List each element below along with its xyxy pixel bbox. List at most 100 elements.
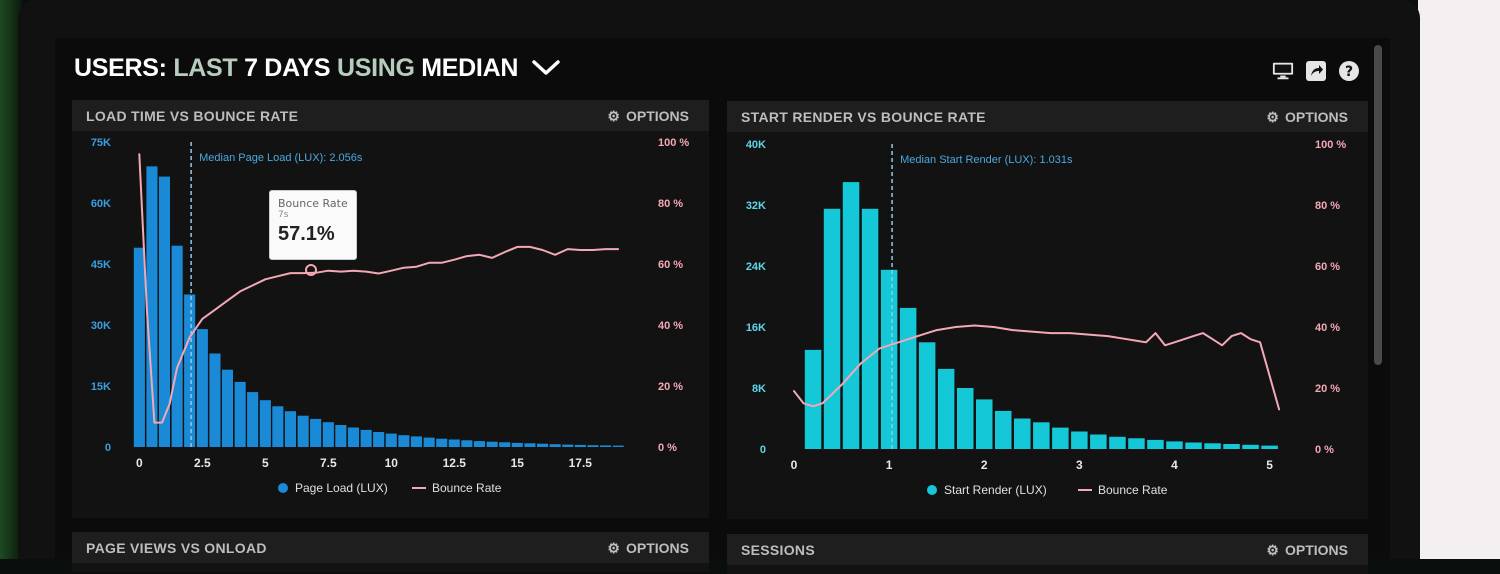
title-range: LAST [173, 54, 238, 82]
options-label: OPTIONS [1284, 109, 1348, 125]
chart-bar [284, 411, 296, 447]
gear-icon: ⚙ [607, 540, 620, 556]
y-left-tick-label: 60K [91, 198, 111, 210]
chart-bar [1128, 438, 1145, 449]
chart-bar [322, 422, 334, 447]
chart-bar [937, 368, 955, 449]
chart-bar [347, 427, 359, 447]
title-stat: MEDIAN [421, 54, 519, 82]
bounce-rate-line [138, 153, 620, 424]
x-tick-label: 1 [886, 458, 893, 472]
y-right-tick-label: 80 % [1315, 200, 1340, 212]
chart-bar [360, 429, 372, 447]
chart-bar [247, 392, 259, 447]
y-left-tick-label: 0 [105, 442, 111, 454]
legend-bar-swatch [278, 483, 288, 493]
x-tick-label: 0 [791, 458, 798, 472]
options-button[interactable]: ⚙ OPTIONS [1266, 542, 1348, 559]
chart-bar [562, 444, 574, 447]
legend-bar-swatch [927, 485, 937, 495]
chart-bar [574, 444, 586, 447]
panel-title: START RENDER VS BOUNCE RATE [741, 109, 986, 125]
chart-bar [146, 166, 158, 447]
options-label: OPTIONS [1284, 542, 1348, 558]
tooltip-sub: 7s [278, 210, 289, 220]
y-right-tick-label: 40 % [658, 320, 683, 332]
monitor-icon[interactable] [1272, 60, 1294, 82]
share-icon[interactable] [1305, 60, 1327, 82]
chart-bar [410, 436, 422, 447]
chart-bar [335, 425, 347, 447]
options-button[interactable]: ⚙ OPTIONS [1266, 109, 1348, 126]
x-tick-label: 10 [385, 456, 399, 470]
x-tick-label: 5 [1266, 458, 1273, 472]
median-label: Median Page Load (LUX): 2.056s [199, 152, 363, 164]
gear-icon: ⚙ [607, 108, 620, 124]
chart-bar [524, 443, 536, 447]
chart-bar [842, 182, 860, 449]
chart-bar [880, 269, 898, 449]
panel-header: START RENDER VS BOUNCE RATE ⚙ OPTIONS [727, 101, 1368, 132]
y-left-tick-label: 8K [752, 383, 766, 395]
x-tick-label: 12.5 [443, 456, 467, 470]
gear-icon: ⚙ [1266, 542, 1279, 558]
chart-bar [600, 445, 612, 447]
chart-bar [1147, 439, 1164, 449]
hover-marker [305, 264, 317, 276]
y-right-tick-label: 40 % [1315, 322, 1340, 334]
chart-bar [234, 381, 246, 447]
options-button[interactable]: ⚙ OPTIONS [607, 108, 689, 125]
y-left-tick-label: 40K [746, 139, 766, 151]
options-button[interactable]: ⚙ OPTIONS [607, 540, 689, 557]
tooltip-title: Bounce Rate [278, 197, 348, 210]
page-title[interactable]: USERS: LAST 7 DAYS USING MEDIAN [74, 54, 561, 84]
chart-bar [899, 307, 917, 449]
title-days: 7 DAYS [244, 54, 331, 82]
y-left-tick-label: 30K [91, 320, 111, 332]
background-left [0, 0, 22, 559]
x-tick-label: 0 [136, 456, 143, 470]
bounce-rate-line [793, 324, 1281, 411]
chart-bar [196, 329, 208, 447]
x-tick-label: 2 [981, 458, 988, 472]
chart-bar [612, 445, 624, 447]
help-icon[interactable]: ? [1338, 60, 1360, 82]
scrollbar[interactable] [1374, 45, 1382, 365]
chart-bar [511, 442, 523, 447]
x-tick-label: 7.5 [320, 456, 337, 470]
chart-bar [957, 388, 974, 449]
chart-bar [436, 438, 448, 447]
chart-bar [823, 208, 841, 449]
chart-bar [1109, 436, 1126, 449]
y-left-tick-label: 75K [91, 137, 111, 149]
chart-bar [804, 349, 822, 449]
chart-bar [976, 399, 993, 449]
chart-bar [1242, 444, 1259, 449]
y-left-tick-label: 32K [746, 200, 766, 212]
x-tick-label: 5 [262, 456, 269, 470]
x-tick-label: 15 [511, 456, 525, 470]
chart-bar [184, 294, 196, 447]
chart-bar [1223, 444, 1240, 449]
legend-label: Bounce Rate [1098, 483, 1168, 497]
chart-bar [171, 245, 183, 447]
y-right-tick-label: 100 % [658, 137, 689, 149]
title-using: USING [336, 54, 415, 82]
chart-bar [297, 415, 309, 447]
legend-label: Page Load (LUX) [295, 481, 388, 495]
chevron-down-icon[interactable] [531, 55, 561, 84]
chart-bar [133, 247, 145, 447]
chart-bar [259, 400, 271, 447]
background-right [1418, 0, 1500, 559]
chart-bar [158, 176, 170, 447]
chart-bar [272, 406, 284, 447]
y-left-tick-label: 45K [91, 259, 111, 271]
chart-bar [1014, 418, 1031, 449]
y-left-tick-label: 24K [746, 261, 766, 273]
chart-bar [209, 353, 221, 447]
chart-bar [1204, 443, 1221, 449]
chart-bar [473, 441, 485, 447]
y-right-tick-label: 60 % [1315, 261, 1340, 273]
y-left-tick-label: 16K [746, 322, 766, 334]
svg-text:?: ? [1345, 64, 1353, 80]
